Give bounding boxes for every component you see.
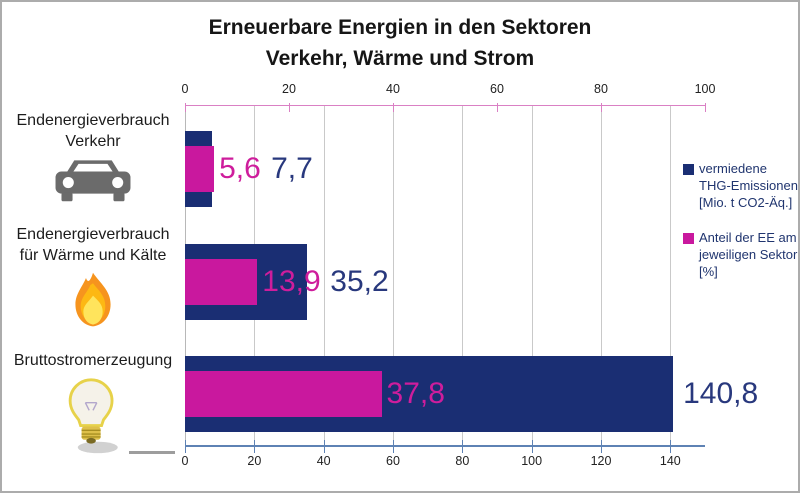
car-icon xyxy=(50,157,136,209)
gridline xyxy=(601,105,602,445)
category-label: Verkehr xyxy=(65,133,121,150)
stray-line xyxy=(129,451,175,454)
top-axis-tick-label: 100 xyxy=(694,82,716,96)
legend-label-line: vermiedene xyxy=(699,161,767,176)
bar-ee-anteil xyxy=(185,146,215,192)
bottom-axis-tick xyxy=(462,440,464,453)
gridline xyxy=(393,105,394,445)
bottom-axis-tick xyxy=(254,440,256,453)
bottom-axis-tick-label: 40 xyxy=(316,454,331,468)
top-axis-tick xyxy=(393,103,394,112)
legend-swatch xyxy=(683,233,694,244)
legend-swatch xyxy=(683,164,694,175)
legend-label-line: [Mio. t CO2-Äq.] xyxy=(699,195,793,210)
top-axis-tick xyxy=(705,103,706,112)
bottom-axis-tick-label: 100 xyxy=(521,454,543,468)
bottom-axis-tick-label: 0 xyxy=(181,454,189,468)
legend-label-line: THG-Emissionen xyxy=(699,178,798,193)
category-label: Endenergieverbrauch xyxy=(16,226,170,243)
legend-label-line: Anteil der EE am xyxy=(699,230,797,245)
bottom-axis-tick-label: 20 xyxy=(247,454,262,468)
bottom-axis-tick xyxy=(601,440,602,453)
top-axis-tick xyxy=(601,103,602,112)
top-axis-tick-label: 80 xyxy=(594,82,608,96)
value-label-thg-emissionen: 140,8 xyxy=(683,377,759,410)
legend-label: vermiedene THG-Emissionen [Mio. t CO2-Äq.] xyxy=(699,160,798,211)
top-axis-tick xyxy=(185,103,186,112)
bottom-axis-tick xyxy=(670,440,672,453)
lightbulb-icon xyxy=(62,376,124,462)
top-axis-tick-label: 40 xyxy=(386,82,400,96)
top-axis-tick xyxy=(497,103,498,112)
flame-icon xyxy=(66,271,120,335)
value-label-thg-emissionen: 7,7 xyxy=(271,152,313,185)
top-axis-tick-label: 20 xyxy=(282,82,296,96)
top-axis-tick xyxy=(289,103,290,112)
value-label-thg-emissionen: 35,2 xyxy=(330,265,389,298)
bottom-axis-tick xyxy=(393,440,394,453)
bottom-axis-tick-label: 120 xyxy=(590,454,612,468)
chart-title: Erneuerbare Energien in den Sektoren Ver… xyxy=(2,12,798,74)
legend-label-line: [%] xyxy=(699,264,718,279)
gridline xyxy=(462,105,464,445)
category-cell: Endenergieverbrauch Verkehr xyxy=(4,110,182,209)
chart-title-line1: Erneuerbare Energien in den Sektoren xyxy=(208,16,592,39)
bar-ee-anteil xyxy=(185,259,258,305)
legend-label: Anteil der EE am jeweiligen Sektor [%] xyxy=(699,229,797,280)
bottom-axis-tick-label: 80 xyxy=(455,454,470,468)
gridline xyxy=(670,105,672,445)
bottom-axis-tick-label: 60 xyxy=(386,454,400,468)
legend-item: vermiedene THG-Emissionen [Mio. t CO2-Äq.] xyxy=(683,160,798,211)
category-label: Bruttostromerzeugung xyxy=(13,352,173,369)
legend-item: Anteil der EE am jeweiligen Sektor [%] xyxy=(683,229,797,280)
value-label-ee-anteil: 37,8 xyxy=(386,377,445,410)
legend-label-line: jeweiligen Sektor xyxy=(699,247,798,262)
chart-title-line2: Verkehr, Wärme und Strom xyxy=(265,47,535,70)
top-axis-tick-label: 60 xyxy=(490,82,504,96)
top-axis-line xyxy=(185,105,705,106)
bottom-axis-line xyxy=(185,445,705,447)
bar-ee-anteil xyxy=(185,371,382,417)
category-label: Endenergieverbrauch xyxy=(16,112,170,129)
gridline xyxy=(531,105,533,445)
bottom-axis-tick xyxy=(185,440,186,453)
category-cell: Bruttostromerzeugung xyxy=(4,350,182,462)
top-axis-tick-label: 0 xyxy=(181,82,189,96)
bottom-axis-tick xyxy=(323,440,325,453)
bottom-axis-tick xyxy=(531,440,533,453)
bottom-axis-tick-label: 140 xyxy=(659,454,681,468)
value-label-ee-anteil: 13,9 xyxy=(262,265,321,298)
value-label-ee-anteil: 5,6 xyxy=(219,152,261,185)
category-cell: Endenergieverbrauch für Wärme und Kälte xyxy=(4,224,182,335)
gridline xyxy=(323,105,325,445)
category-label: für Wärme und Kälte xyxy=(19,247,167,264)
category-axis: Endenergieverbrauch Verkehr Endenergieverb… xyxy=(2,2,185,491)
